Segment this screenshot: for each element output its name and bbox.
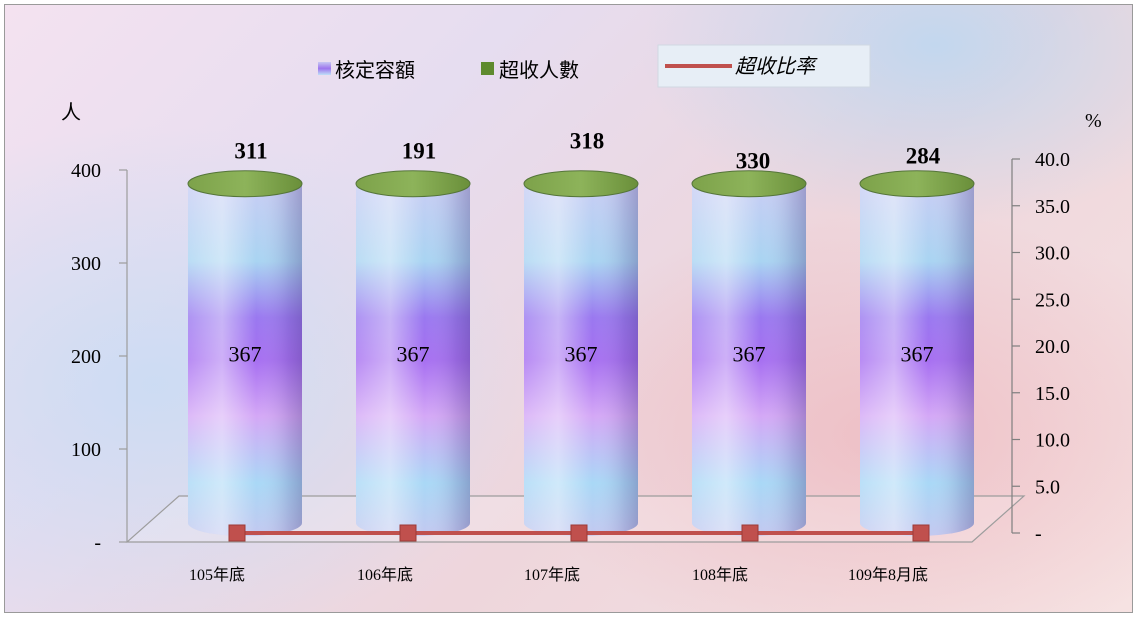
left-tick-label: 100 — [71, 439, 101, 461]
quota-data-label: 367 — [901, 341, 934, 366]
cylinder-shade — [524, 183, 638, 536]
category-label: 105年底 — [189, 566, 245, 584]
cylinder-shade — [356, 183, 470, 536]
ratio-point-marker — [912, 524, 930, 542]
quota-data-label: 367 — [733, 341, 766, 366]
right-axis-ticks: - 5.0 10.0 15.0 20.0 25.0 30.0 35.0 40.0 — [1012, 149, 1070, 545]
chart-frame: 核定容額 超收人數 超收比率 人 % - 100 200 300 400 - 5.0 10.… — [4, 4, 1133, 613]
category-label: 106年底 — [357, 566, 413, 584]
legend-label-ratio: 超收比率 — [735, 54, 818, 78]
right-tick-label: 40.0 — [1035, 149, 1070, 171]
right-tick-label: 25.0 — [1035, 289, 1070, 311]
category-label: 107年底 — [524, 566, 580, 584]
chart-svg: 核定容額 超收人數 超收比率 人 % - 100 200 300 400 - 5.0 10.… — [61, 44, 1102, 584]
legend-label-excess: 超收人數 — [499, 58, 579, 82]
ratio-point-marker — [570, 524, 588, 542]
legend: 核定容額 超收人數 超收比率 — [318, 44, 871, 88]
right-tick-label: 5.0 — [1035, 476, 1060, 498]
category-label: 109年8月底 — [848, 566, 928, 584]
cylinder-shade — [860, 183, 974, 536]
right-tick-label: 15.0 — [1035, 383, 1070, 405]
cylinder-lid — [355, 170, 471, 198]
ratio-point-marker — [741, 524, 759, 542]
quota-data-label: 367 — [565, 341, 598, 366]
category-labels: 105年底 106年底 107年底 108年底 109年8月底 — [189, 566, 928, 584]
right-tick-label: 30.0 — [1035, 243, 1070, 265]
cylinders: 367 311 367 191 367 318 367 330 367 284 — [187, 129, 975, 536]
left-axis-ticks: - 100 200 300 400 — [71, 160, 127, 554]
excess-data-label: 311 — [234, 139, 267, 164]
right-tick-label: - — [1035, 523, 1042, 545]
left-tick-label: 200 — [71, 346, 101, 368]
cylinder-lid — [859, 170, 975, 198]
ratio-point-marker — [228, 524, 246, 542]
legend-swatch-excess — [481, 62, 494, 75]
right-axis-unit: % — [1085, 110, 1102, 132]
cylinder-lid — [691, 170, 807, 198]
quota-data-label: 367 — [397, 341, 430, 366]
excess-data-label: 318 — [570, 129, 605, 154]
ratio-line — [228, 524, 930, 542]
right-tick-label: 35.0 — [1035, 196, 1070, 218]
category-label: 108年底 — [692, 566, 748, 584]
legend-swatch-quota — [318, 62, 331, 75]
cylinder-shade — [692, 183, 806, 536]
left-tick-label: 300 — [71, 253, 101, 275]
quota-data-label: 367 — [229, 341, 262, 366]
left-tick-label: 400 — [71, 160, 101, 182]
excess-data-label: 330 — [736, 149, 771, 174]
legend-label-quota: 核定容額 — [335, 58, 415, 82]
excess-data-label: 284 — [906, 144, 941, 169]
ratio-point-marker — [399, 524, 417, 542]
left-axis-unit: 人 — [61, 101, 81, 124]
cylinder-lid — [523, 170, 639, 198]
cylinder-lid — [187, 170, 303, 198]
excess-data-label: 191 — [402, 139, 437, 164]
right-tick-label: 20.0 — [1035, 336, 1070, 358]
left-tick-label: - — [94, 532, 101, 554]
cylinder-shade — [188, 183, 302, 536]
right-tick-label: 10.0 — [1035, 430, 1070, 452]
